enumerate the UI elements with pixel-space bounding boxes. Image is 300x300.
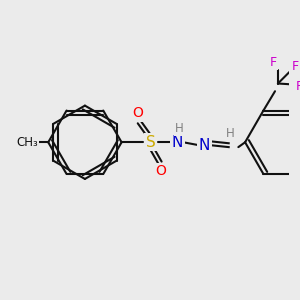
Text: O: O: [156, 164, 167, 178]
Text: CH₃: CH₃: [16, 136, 38, 149]
Text: O: O: [133, 106, 143, 120]
Text: N: N: [199, 138, 210, 153]
Text: F: F: [296, 80, 300, 93]
Text: N: N: [172, 135, 183, 150]
Text: H: H: [175, 122, 184, 135]
Text: F: F: [292, 60, 299, 73]
Text: F: F: [269, 56, 277, 69]
Text: S: S: [146, 135, 155, 150]
Text: H: H: [226, 127, 235, 140]
